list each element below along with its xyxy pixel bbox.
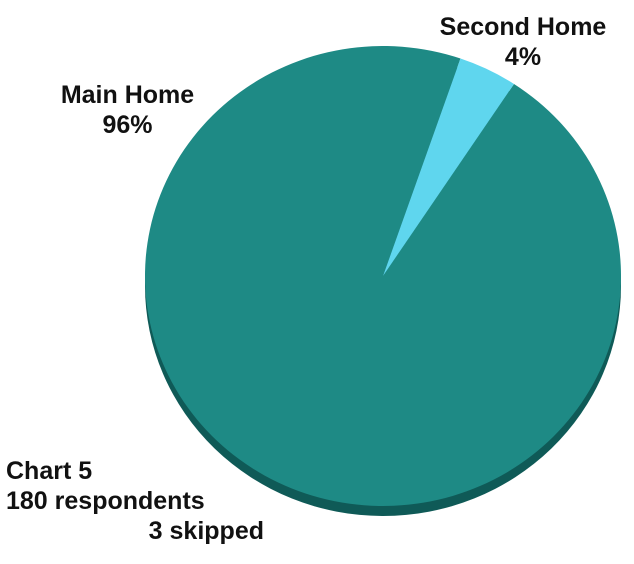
second-home-category: Second Home [439,13,607,41]
second-home-percent: 4% [504,43,542,71]
chart-number: Chart 5 [6,457,93,485]
main-home-category: Main Home [60,81,195,109]
main-home-slice [144,46,621,506]
main-home-percent: 96% [102,111,153,139]
main-home-label: Main Home 96% [40,80,215,140]
skipped-count: 3 skipped [148,517,264,545]
second-home-slice [383,58,515,276]
second-home-label: Second Home 4% [418,12,628,72]
respondent-count: 180 respondents [6,487,205,515]
chart-note: Chart 5 180 respondents 3 skipped [6,456,266,546]
